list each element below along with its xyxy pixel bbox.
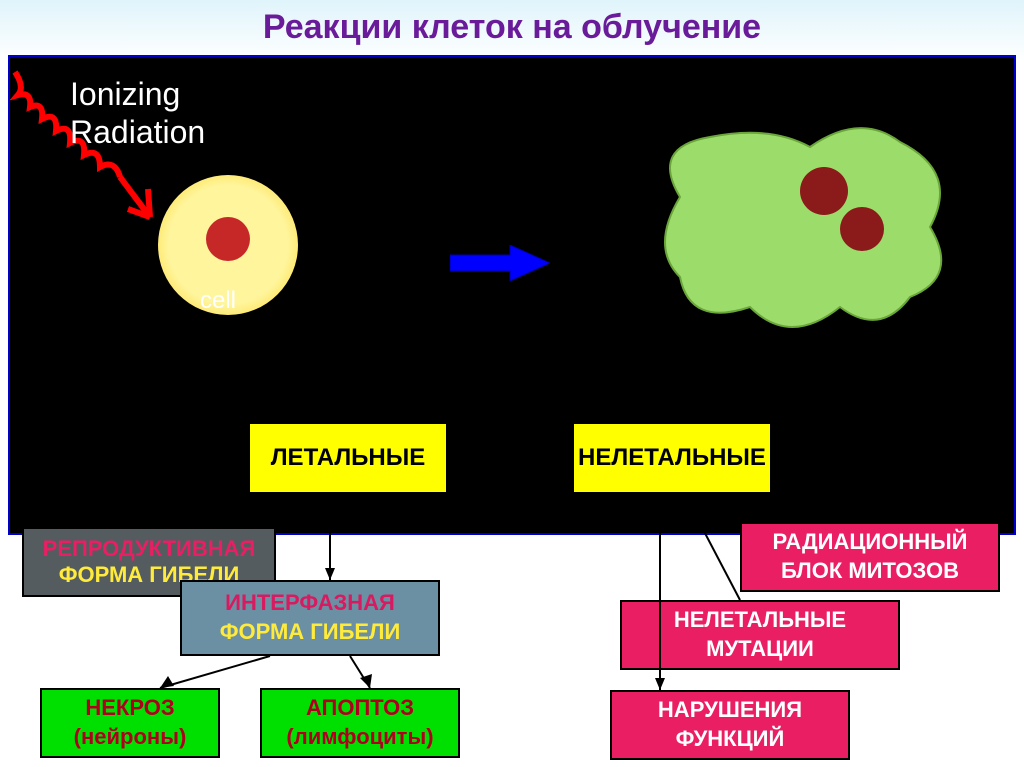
connectors bbox=[0, 0, 1024, 767]
